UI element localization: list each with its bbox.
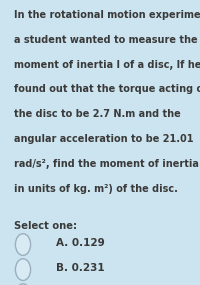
Text: B. 0.231: B. 0.231 (56, 263, 105, 273)
Text: Select one:: Select one: (14, 221, 77, 231)
Text: rad/s², find the moment of inertia (: rad/s², find the moment of inertia ( (14, 159, 200, 169)
Text: a student wanted to measure the: a student wanted to measure the (14, 35, 198, 45)
Text: found out that the torque acting on: found out that the torque acting on (14, 84, 200, 94)
Circle shape (15, 284, 31, 285)
Circle shape (15, 234, 31, 255)
Text: angular acceleration to be 21.01: angular acceleration to be 21.01 (14, 134, 194, 144)
Text: moment of inertia I of a disc, If he: moment of inertia I of a disc, If he (14, 60, 200, 70)
Text: in units of kg. m²) of the disc.: in units of kg. m²) of the disc. (14, 184, 178, 194)
Text: the disc to be 2.7 N.m and the: the disc to be 2.7 N.m and the (14, 109, 181, 119)
Circle shape (15, 259, 31, 280)
Text: A. 0.129: A. 0.129 (56, 238, 105, 248)
Text: In the rotational motion experiment,: In the rotational motion experiment, (14, 10, 200, 20)
